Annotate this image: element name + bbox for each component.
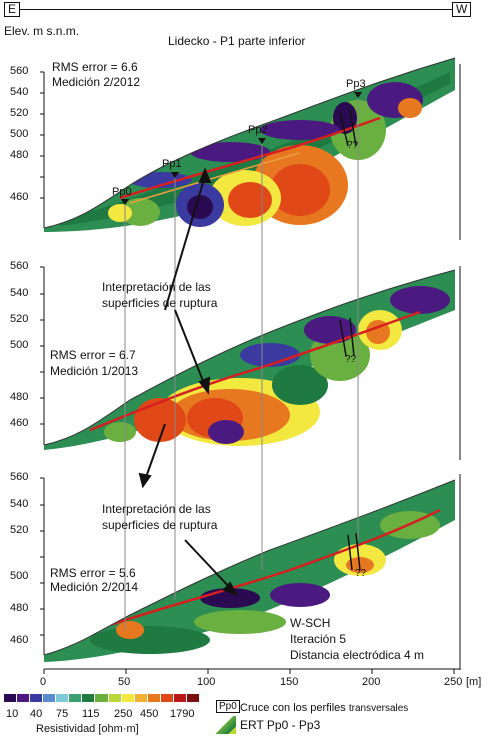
p2-ytick-560: 560 [10, 260, 29, 272]
p2-rms: RMS error = 6.7 [50, 348, 136, 362]
colorbar-swatch [69, 694, 83, 702]
colorbar-swatch [43, 694, 57, 702]
colorbar [4, 694, 200, 702]
p1-ytick-500: 500 [10, 128, 29, 140]
direction-east-box: E [4, 2, 21, 17]
p3-medicion: Medición 2/2014 [50, 580, 139, 594]
p2-interp-line1: Interpretación de las [102, 280, 211, 294]
p3-ytick-560: 560 [10, 471, 29, 483]
p2-ytick-460: 460 [10, 417, 29, 429]
p1-ytick-540: 540 [10, 86, 29, 98]
direction-line [20, 9, 452, 10]
p1-ytick-480: 480 [10, 149, 29, 161]
figure-title: Lidecko - P1 parte inferior [168, 34, 306, 48]
p2-medicion: Medición 1/2013 [50, 364, 139, 378]
colorbar-swatch [173, 694, 187, 702]
colorbar-swatch [82, 694, 96, 702]
p3-interp-line2: superficies de ruptura [102, 518, 218, 532]
colorbar-swatch [4, 694, 18, 702]
p3-unknown-mark: ?? [355, 568, 367, 579]
legend-val-250: 250 [114, 708, 133, 720]
legend-val-115: 115 [82, 708, 100, 720]
xtick-0: 0 [40, 676, 47, 688]
direction-west-box: W [452, 2, 472, 17]
p1-medicion: Medición 2/2012 [52, 75, 141, 89]
p1-ytick-560: 560 [10, 65, 29, 77]
legend-ert-text: ERT Pp0 - Pp3 [240, 718, 321, 732]
p3-ytick-540: 540 [10, 498, 29, 510]
p2-ytick-480: 480 [10, 391, 29, 403]
p3-ytick-500: 500 [10, 570, 29, 582]
interpretation-arrows [138, 167, 239, 596]
fracture-lines [339, 109, 361, 571]
legend-crossing-small: transversales [348, 703, 409, 714]
panel-3-axes [40, 474, 461, 670]
profile-label-pp1: Pp1 [162, 158, 182, 170]
p1-unknown-mark: ?? [347, 140, 359, 151]
x-axis [43, 668, 460, 674]
colorbar-swatch [108, 694, 122, 702]
p3-spacing: Distancia electródica 4 m [290, 648, 425, 662]
tomogram-panel-1 [44, 58, 455, 232]
xtick-200: 200 [362, 676, 381, 688]
colorbar-swatch [147, 694, 161, 702]
tomogram-panel-3 [44, 480, 455, 662]
colorbar-swatch [121, 694, 135, 702]
colorbar-swatch [95, 694, 109, 702]
profile-label-pp3: Pp3 [346, 78, 366, 90]
xtick-250: 250 [444, 676, 463, 688]
colorbar-swatch [186, 694, 200, 702]
xtick-50: 50 [118, 676, 131, 688]
p3-method: W-SCH [290, 616, 331, 630]
legend-crossing-text: Cruce con los perfiles transversales [240, 702, 408, 714]
legend-val-10: 10 [6, 708, 19, 720]
panel-2-axes [40, 266, 461, 460]
legend-crossing-main: Cruce con los perfiles [240, 702, 346, 714]
colorbar-swatch [17, 694, 31, 702]
legend-pp0-box: Pp0 [216, 700, 240, 713]
p2-ytick-500: 500 [10, 339, 29, 351]
p2-unknown-mark: ?? [345, 354, 357, 365]
p3-rms: RMS error = 5.6 [50, 566, 136, 580]
p3-ytick-520: 520 [10, 524, 29, 536]
p3-iteration: Iteración 5 [290, 632, 347, 646]
p3-ytick-460: 460 [10, 634, 29, 646]
legend-val-40: 40 [30, 708, 43, 720]
panel-1-axes [40, 64, 461, 240]
profile-label-pp2: Pp2 [248, 124, 268, 136]
colorbar-swatch [56, 694, 70, 702]
legend-title: Resistividad [ohm·m] [36, 723, 139, 735]
legend-ert-swatch [216, 716, 236, 734]
colorbar-swatch [30, 694, 44, 702]
p2-interp-line2: superficies de ruptura [102, 296, 218, 310]
p3-interp-line1: Interpretación de las [102, 502, 211, 516]
p3-ytick-480: 480 [10, 602, 29, 614]
xtick-150: 150 [280, 676, 299, 688]
xtick-100: 100 [197, 676, 216, 688]
colorbar-swatch [160, 694, 174, 702]
legend-val-1790: 1790 [170, 708, 195, 720]
p1-ytick-460: 460 [10, 191, 29, 203]
x-unit: [m] [466, 676, 482, 688]
p1-ytick-520: 520 [10, 107, 29, 119]
profile-label-pp0: Pp0 [112, 186, 132, 198]
profile-markers [121, 92, 362, 205]
legend-val-450: 450 [140, 708, 159, 720]
colorbar-swatch [134, 694, 148, 702]
profile-lines [124, 98, 359, 630]
p2-ytick-540: 540 [10, 287, 29, 299]
p2-ytick-520: 520 [10, 313, 29, 325]
p1-rms: RMS error = 6.6 [52, 60, 138, 74]
legend-val-75: 75 [56, 708, 69, 720]
y-axis-label: Elev. m s.n.m. [4, 24, 80, 38]
